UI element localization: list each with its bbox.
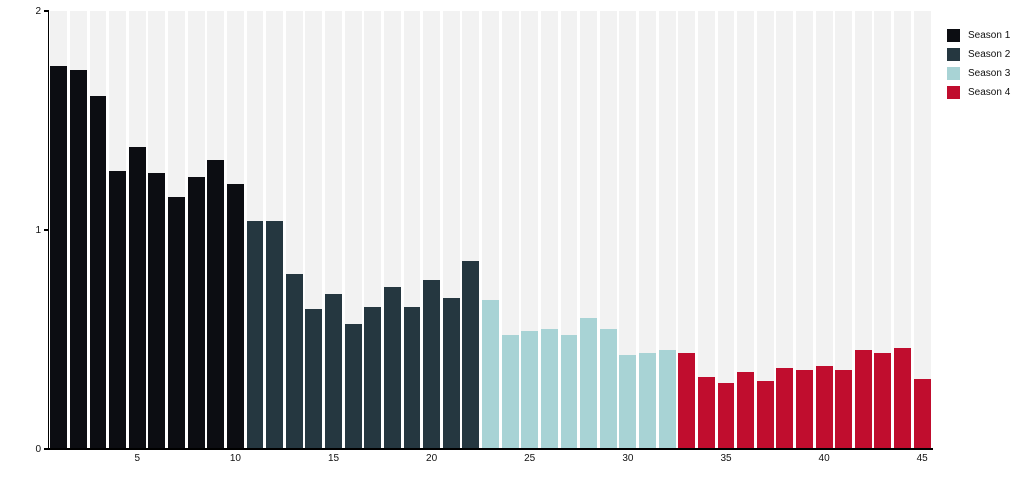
y-tick-mark bbox=[43, 10, 49, 12]
episode-bar bbox=[482, 300, 499, 449]
x-tick-label: 40 bbox=[818, 453, 830, 464]
episode-bar bbox=[50, 65, 68, 449]
y-tick-label: 1 bbox=[35, 224, 41, 236]
episode-bar bbox=[462, 260, 480, 449]
episode-bar bbox=[619, 354, 637, 449]
episode-bar bbox=[560, 335, 578, 449]
episode-background-column bbox=[697, 11, 715, 449]
episode-background-column bbox=[658, 11, 676, 449]
episode-background-column bbox=[835, 11, 853, 449]
episode-bar bbox=[364, 306, 382, 449]
episode-bar bbox=[442, 297, 460, 449]
x-tick-label: 20 bbox=[426, 453, 438, 464]
episode-background-column bbox=[639, 11, 656, 449]
episode-bar bbox=[69, 70, 87, 449]
episode-background-column bbox=[795, 11, 813, 449]
y-tick-label: 0 bbox=[35, 443, 41, 455]
legend-label: Season 1 bbox=[968, 30, 1011, 41]
episode-bar bbox=[835, 370, 853, 449]
episode-background-column bbox=[756, 11, 774, 449]
legend-swatch bbox=[947, 48, 960, 61]
x-tick-label: 15 bbox=[327, 453, 340, 464]
legend-label: Season 3 bbox=[968, 68, 1011, 79]
legend-swatch bbox=[947, 67, 960, 80]
episode-bar bbox=[894, 348, 912, 449]
episode-bar bbox=[246, 221, 264, 449]
episode-bar bbox=[207, 159, 225, 449]
episode-background-column bbox=[737, 11, 755, 449]
episode-bar bbox=[776, 367, 794, 449]
legend-label: Season 2 bbox=[968, 49, 1011, 60]
episode-bar bbox=[874, 352, 892, 449]
episode-bar bbox=[854, 350, 872, 449]
episode-background-column bbox=[717, 11, 735, 449]
episode-bar bbox=[403, 306, 421, 449]
episode-bar bbox=[89, 96, 107, 449]
episode-bar bbox=[305, 308, 323, 449]
legend-item: Season 1 bbox=[947, 27, 1010, 44]
episode-bar bbox=[325, 293, 342, 449]
episode-bar bbox=[756, 381, 774, 449]
episode-bar bbox=[383, 286, 401, 449]
episode-bar bbox=[128, 146, 146, 449]
legend-swatch bbox=[947, 29, 960, 42]
y-tick-mark bbox=[43, 448, 49, 450]
episode-bar bbox=[148, 173, 166, 449]
x-tick-label: 45 bbox=[916, 453, 928, 464]
episode-background-column bbox=[854, 11, 872, 449]
episode-bar bbox=[795, 370, 813, 449]
episode-bar bbox=[226, 184, 244, 449]
episode-bar bbox=[737, 372, 755, 449]
episode-bar bbox=[913, 378, 931, 449]
episode-bar bbox=[580, 317, 598, 449]
episode-bar bbox=[344, 324, 362, 449]
episode-background-column bbox=[913, 11, 931, 449]
episode-bar bbox=[423, 280, 441, 449]
episode-bar bbox=[697, 376, 715, 449]
legend-item: Season 3 bbox=[947, 65, 1010, 82]
plot-area bbox=[49, 11, 932, 449]
episode-bar bbox=[501, 335, 519, 449]
episode-bar bbox=[168, 197, 185, 449]
episode-background-column bbox=[874, 11, 892, 449]
episode-bar bbox=[521, 330, 539, 449]
episode-bar bbox=[266, 221, 284, 449]
y-tick-mark bbox=[43, 229, 49, 231]
x-axis-line bbox=[47, 448, 933, 450]
episode-background-column bbox=[894, 11, 912, 449]
legend-item: Season 2 bbox=[947, 46, 1010, 63]
episode-background-column bbox=[678, 11, 696, 449]
episode-background-column bbox=[619, 11, 637, 449]
episode-bar bbox=[717, 383, 735, 449]
episode-bar bbox=[815, 365, 833, 449]
episode-bar bbox=[658, 350, 676, 449]
legend-swatch bbox=[947, 86, 960, 99]
x-tick-label: 10 bbox=[229, 453, 241, 464]
x-tick-label: 5 bbox=[134, 453, 141, 464]
legend-item: Season 4 bbox=[947, 84, 1010, 101]
episode-bar bbox=[599, 328, 617, 449]
episode-bar bbox=[285, 273, 303, 449]
x-tick-label: 35 bbox=[720, 453, 732, 464]
episode-bar bbox=[678, 352, 696, 449]
episode-background-column bbox=[815, 11, 833, 449]
episode-bar bbox=[639, 352, 656, 449]
legend-label: Season 4 bbox=[968, 87, 1011, 98]
x-tick-label: 30 bbox=[622, 453, 634, 464]
episode-bar bbox=[109, 170, 127, 449]
episode-background-column bbox=[776, 11, 794, 449]
y-tick-label: 2 bbox=[35, 5, 41, 17]
episode-bar bbox=[540, 328, 558, 449]
x-tick-label: 25 bbox=[524, 453, 536, 464]
episode-bar bbox=[187, 177, 205, 449]
legend: Season 1 Season 2 Season 3 Season 4 bbox=[947, 27, 1010, 103]
